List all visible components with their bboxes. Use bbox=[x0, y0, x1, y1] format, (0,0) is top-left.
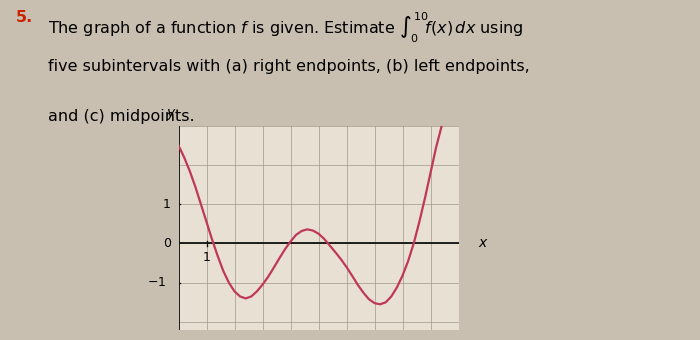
Text: $x$: $x$ bbox=[478, 237, 489, 251]
Text: The graph of a function $f$ is given. Estimate $\int_0^{10}\! f(x)\,dx$ using: The graph of a function $f$ is given. Es… bbox=[48, 10, 523, 45]
Text: $y$: $y$ bbox=[166, 107, 177, 122]
Text: 5.: 5. bbox=[15, 10, 33, 26]
Text: 0: 0 bbox=[162, 237, 171, 250]
Text: and (c) midpoints.: and (c) midpoints. bbox=[48, 108, 194, 123]
Text: 1: 1 bbox=[163, 198, 171, 211]
Text: five subintervals with (a) right endpoints, (b) left endpoints,: five subintervals with (a) right endpoin… bbox=[48, 59, 529, 74]
Text: $-$1: $-$1 bbox=[147, 276, 166, 289]
Text: 1: 1 bbox=[202, 251, 211, 264]
